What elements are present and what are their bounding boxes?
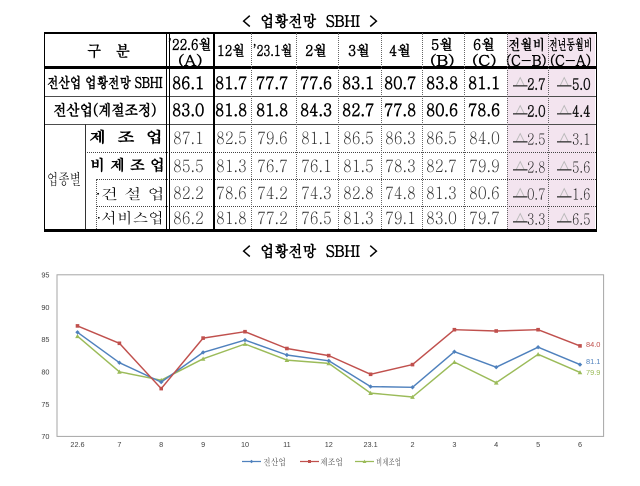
svg-text:85: 85 xyxy=(41,335,49,344)
svg-text:6: 6 xyxy=(578,440,582,449)
svg-text:95: 95 xyxy=(41,271,49,280)
svg-text:75: 75 xyxy=(41,400,49,409)
svg-text:12: 12 xyxy=(325,440,333,449)
svg-text:5: 5 xyxy=(536,440,540,449)
svg-text:3: 3 xyxy=(452,440,456,449)
svg-text:7: 7 xyxy=(117,440,121,449)
svg-text:11: 11 xyxy=(283,440,291,449)
svg-text:8: 8 xyxy=(159,440,163,449)
svg-text:81.1: 81.1 xyxy=(586,357,600,366)
svg-text:79.9: 79.9 xyxy=(586,368,600,377)
svg-text:23.1: 23.1 xyxy=(363,440,377,449)
svg-text:2: 2 xyxy=(410,440,414,449)
svg-text:84.0: 84.0 xyxy=(586,340,600,349)
svg-text:90: 90 xyxy=(41,303,49,312)
svg-text:22.6: 22.6 xyxy=(70,440,84,449)
svg-text:10: 10 xyxy=(241,440,249,449)
svg-text:70: 70 xyxy=(41,432,49,441)
svg-text:9: 9 xyxy=(201,440,205,449)
svg-text:4: 4 xyxy=(494,440,498,449)
svg-text:80: 80 xyxy=(41,368,49,377)
